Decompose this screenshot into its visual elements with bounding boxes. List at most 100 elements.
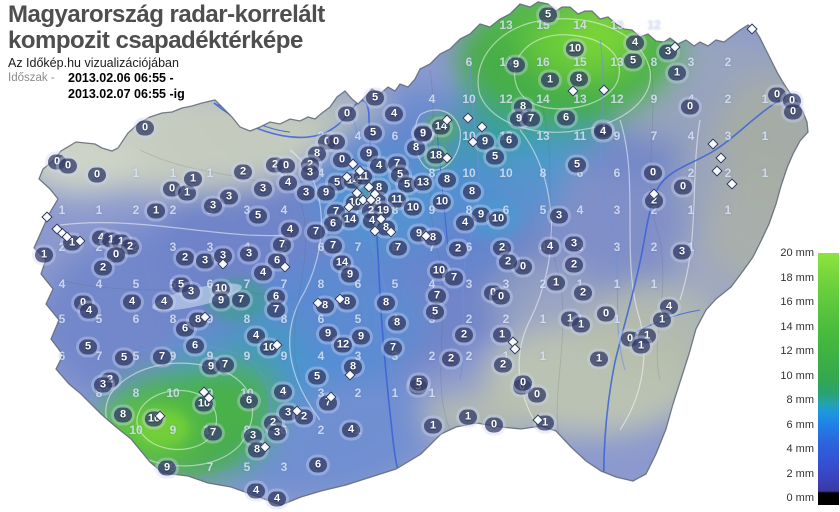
station-badge: 3 (268, 425, 286, 441)
legend-label: 18 mm (780, 271, 814, 284)
contour-value-label: 5 (95, 312, 103, 326)
station-badge: 9 (476, 134, 494, 150)
station-badge: 7 (522, 111, 540, 127)
station-badge: 4 (456, 215, 474, 231)
station-badge: 7 (232, 292, 250, 308)
station-badge: 3 (244, 428, 262, 444)
contour-value-label: 3 (169, 240, 177, 254)
legend-label: 14 mm (780, 320, 814, 333)
station-badge: 10 (565, 41, 585, 57)
station-badge: 9 (352, 329, 370, 345)
station-badge: 2 (449, 241, 467, 257)
station-badge: 0 (492, 289, 510, 305)
period-to: 2013.02.07 06:55 -ig (68, 87, 185, 101)
station-badge: 4 (281, 222, 299, 238)
legend-label: 0 mm (786, 492, 815, 504)
station-badge: 6 (186, 338, 204, 354)
station-badge: 2 (442, 351, 460, 367)
station-badge: 4 (254, 265, 272, 281)
contour-value-label: 2 (132, 203, 140, 217)
station-badge: 9 (360, 146, 378, 162)
station-badge: 10 (403, 200, 423, 216)
station-badge: 1 (459, 409, 477, 425)
station-badge: 0 (681, 99, 699, 115)
station-badge: 7 (327, 204, 345, 220)
contour-value-label: 9 (206, 349, 214, 363)
station-badge: 3 (214, 248, 232, 264)
station-badge: 1 (147, 203, 165, 219)
station-badge: 6 (176, 321, 194, 337)
contour-value-label: 1 (687, 240, 695, 254)
contour-value-label: 4 (688, 92, 695, 106)
station-badge: 0 (163, 181, 181, 197)
contour-value-label: 5 (539, 203, 547, 217)
station-badge: 3 (297, 185, 315, 201)
danube-river (213, 99, 400, 474)
station-badge: 7 (273, 237, 291, 253)
contour-value-label: 2 (502, 312, 510, 326)
contour-value-label: 2 (428, 349, 436, 363)
station-badge: 4 (247, 483, 265, 499)
station-badge: 5 (410, 375, 428, 391)
station-badge: 9 (317, 185, 335, 201)
contour-value-label: 9 (206, 312, 214, 326)
contour-value-label: 2 (724, 166, 732, 180)
page-title: Magyarország radar-korrelált kompozit cs… (8, 2, 325, 54)
station-badge: 8 (438, 172, 456, 188)
station-badge: 10 (211, 281, 231, 297)
contour-value-label: 6 (317, 240, 325, 254)
contour-value-label: 8 (391, 203, 399, 217)
station-badge: 7 (324, 238, 342, 254)
contour-value-label: 5 (58, 312, 66, 326)
contour-value-label: 6 (132, 312, 140, 326)
contour-value-label: 3 (465, 277, 473, 291)
contour-value-label: 10 (129, 423, 143, 437)
station-badge: 4 (155, 294, 173, 310)
station-badge: 8 (377, 295, 395, 311)
station-badge: 1 (541, 72, 559, 88)
station-badge: 0 (88, 167, 106, 183)
contour-value-label: 7 (243, 277, 251, 291)
contour-value-label: 6 (317, 312, 325, 326)
station-badge: 3 (254, 181, 272, 197)
contour-value-label: 1 (539, 312, 547, 326)
station-badge: 7 (216, 357, 234, 373)
station-badge: 6 (557, 110, 575, 126)
station-badge: 13 (413, 175, 433, 191)
station-badge: 3 (196, 253, 214, 269)
contour-value-label: 3 (613, 240, 621, 254)
station-badge: 5 (624, 53, 642, 69)
station-badge: 3 (182, 284, 200, 300)
period-dates: 2013.02.06 06:55 - 2013.02.07 06:55 -ig (68, 70, 185, 102)
contour-value-label: 8 (650, 55, 658, 69)
station-badge: 9 (202, 359, 220, 375)
station-badge: 5 (249, 208, 267, 224)
contour-value-label: 12 (647, 18, 661, 32)
contour-value-label: 3 (502, 277, 510, 291)
contour-value-label: 6 (391, 129, 399, 143)
country-border (33, 1, 809, 506)
contour-value-label: 8 (243, 312, 251, 326)
station-badge: 9 (341, 267, 359, 283)
station-badge: 8 (114, 407, 132, 423)
contour-value-label: 4 (95, 277, 103, 291)
station-badge: 2 (234, 164, 252, 180)
station-badge: 6 (267, 289, 285, 305)
contour-value-label: 12 (610, 92, 624, 106)
station-badge: 0 (784, 104, 802, 120)
station-badge: 7 (428, 288, 446, 304)
station-badge: 4 (247, 328, 265, 344)
station-badge: 5 (486, 149, 504, 165)
contour-value-label: 6 (613, 166, 621, 180)
contour-value-label: 1 (724, 203, 732, 217)
contour-value-label: 3 (354, 349, 362, 363)
station-badge: 3 (565, 236, 583, 252)
station-badge: 1 (424, 418, 442, 434)
station-badge: 0 (136, 120, 154, 136)
contour-value-label: 9 (243, 349, 251, 363)
contour-value-label: 2 (687, 166, 695, 180)
contour-value-label: 2 (539, 277, 547, 291)
contour-value-label: 2 (724, 92, 732, 106)
station-badge: 0 (597, 306, 615, 322)
